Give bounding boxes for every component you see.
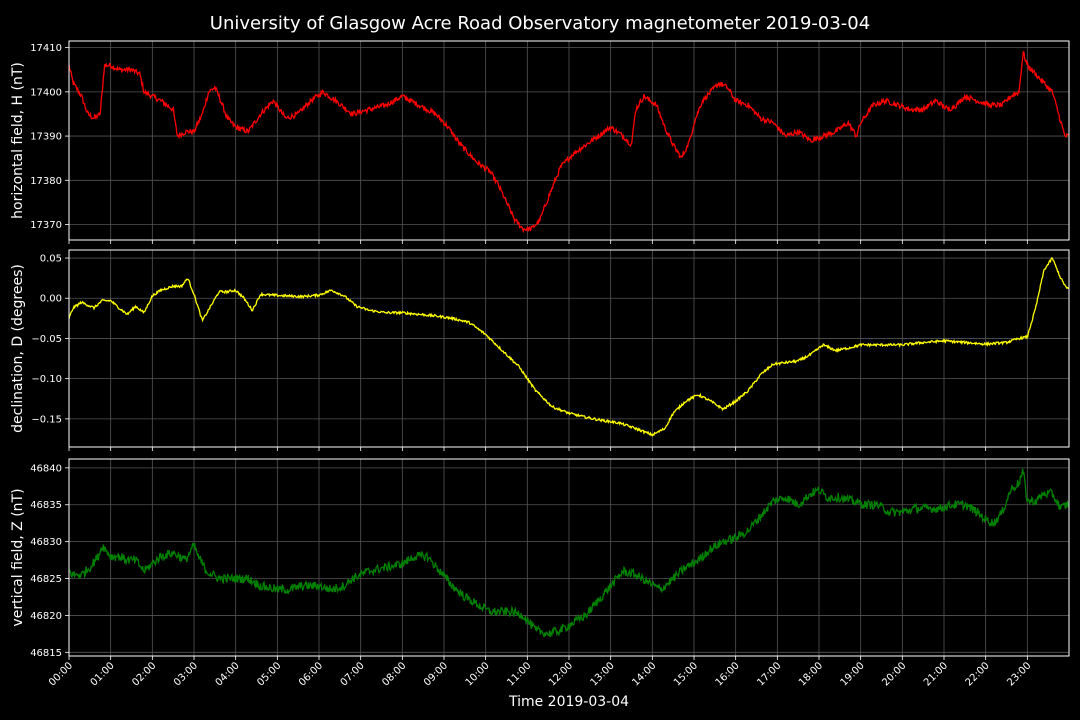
y-tick-label: 46820: [30, 611, 62, 622]
series-line: [69, 468, 1069, 638]
series-line: [69, 256, 1069, 437]
x-tick-label: 16:00: [714, 660, 742, 688]
x-tick-labels: 00:00 01:00 02:00 03:00 04:00 05:00 06:00 07:00…: [47, 660, 1033, 688]
x-tick-label: 20:00: [880, 660, 908, 688]
x-tick-label: 07:00: [339, 660, 367, 688]
y-tick-label: 46840: [30, 463, 62, 474]
y-tick-label: 17370: [30, 220, 62, 231]
panel-frame: [68, 40, 1070, 241]
x-tick-label: 02:00: [130, 660, 158, 688]
x-tick-label: 03:00: [172, 660, 200, 688]
x-tick-label: 12:00: [547, 660, 575, 688]
x-tick-label: 11:00: [505, 660, 533, 688]
x-tick-label: 18:00: [797, 660, 825, 688]
panel-1: 17370 17380 17390 17400 17410 horizontal fiel…: [10, 40, 1070, 244]
y-axis-label: vertical field, Z (nT): [10, 488, 26, 626]
series-line: [69, 50, 1069, 234]
y-tick-label: −0.05: [31, 334, 62, 345]
x-tick-label: 19:00: [839, 660, 867, 688]
y-tick-label: −0.15: [31, 414, 62, 425]
y-axis-label: horizontal field, H (nT): [10, 62, 26, 219]
y-tick-label: 17390: [30, 132, 62, 143]
y-tick-label: 46835: [30, 500, 62, 511]
x-axis-label: Time 2019-03-04: [508, 694, 629, 710]
x-tick-label: 04:00: [214, 660, 242, 688]
y-tick-label: −0.10: [31, 374, 62, 385]
chart-title: University of Glasgow Acre Road Observat…: [210, 13, 870, 34]
x-tick-label: 01:00: [89, 660, 117, 688]
panel-frame: [68, 458, 1070, 657]
x-tick-label: 17:00: [755, 660, 783, 688]
x-tick-label: 21:00: [922, 660, 950, 688]
panel-frame: [68, 249, 1070, 448]
y-tick-label: 46815: [30, 648, 62, 659]
x-tick-label: 08:00: [380, 660, 408, 688]
y-tick-label: 17400: [30, 87, 62, 98]
x-tick-label: 15:00: [672, 660, 700, 688]
y-tick-label: 0.05: [40, 254, 62, 265]
x-tick-label: 22:00: [964, 660, 992, 688]
x-tick-label: 05:00: [255, 660, 283, 688]
panel-2: −0.15 −0.10 −0.05 0.00 0.05 declination, D (d…: [10, 249, 1070, 451]
y-tick-label: 46830: [30, 537, 62, 548]
x-tick-label: 13:00: [589, 660, 617, 688]
y-tick-label: 17410: [30, 43, 62, 54]
x-tick-label: 23:00: [1005, 660, 1033, 688]
x-tick-label: 10:00: [464, 660, 492, 688]
y-tick-label: 0.00: [40, 294, 62, 305]
x-tick-label: 09:00: [422, 660, 450, 688]
x-tick-label: 06:00: [297, 660, 325, 688]
y-tick-label: 17380: [30, 176, 62, 187]
x-tick-label: 14:00: [630, 660, 658, 688]
x-tick-label: 00:00: [47, 660, 75, 688]
y-axis-label: declination, D (degrees): [10, 264, 26, 433]
y-tick-label: 46825: [30, 574, 62, 585]
panel-3: 46815 46820 46825 46830 46835 46840 vertical f…: [10, 458, 1070, 660]
